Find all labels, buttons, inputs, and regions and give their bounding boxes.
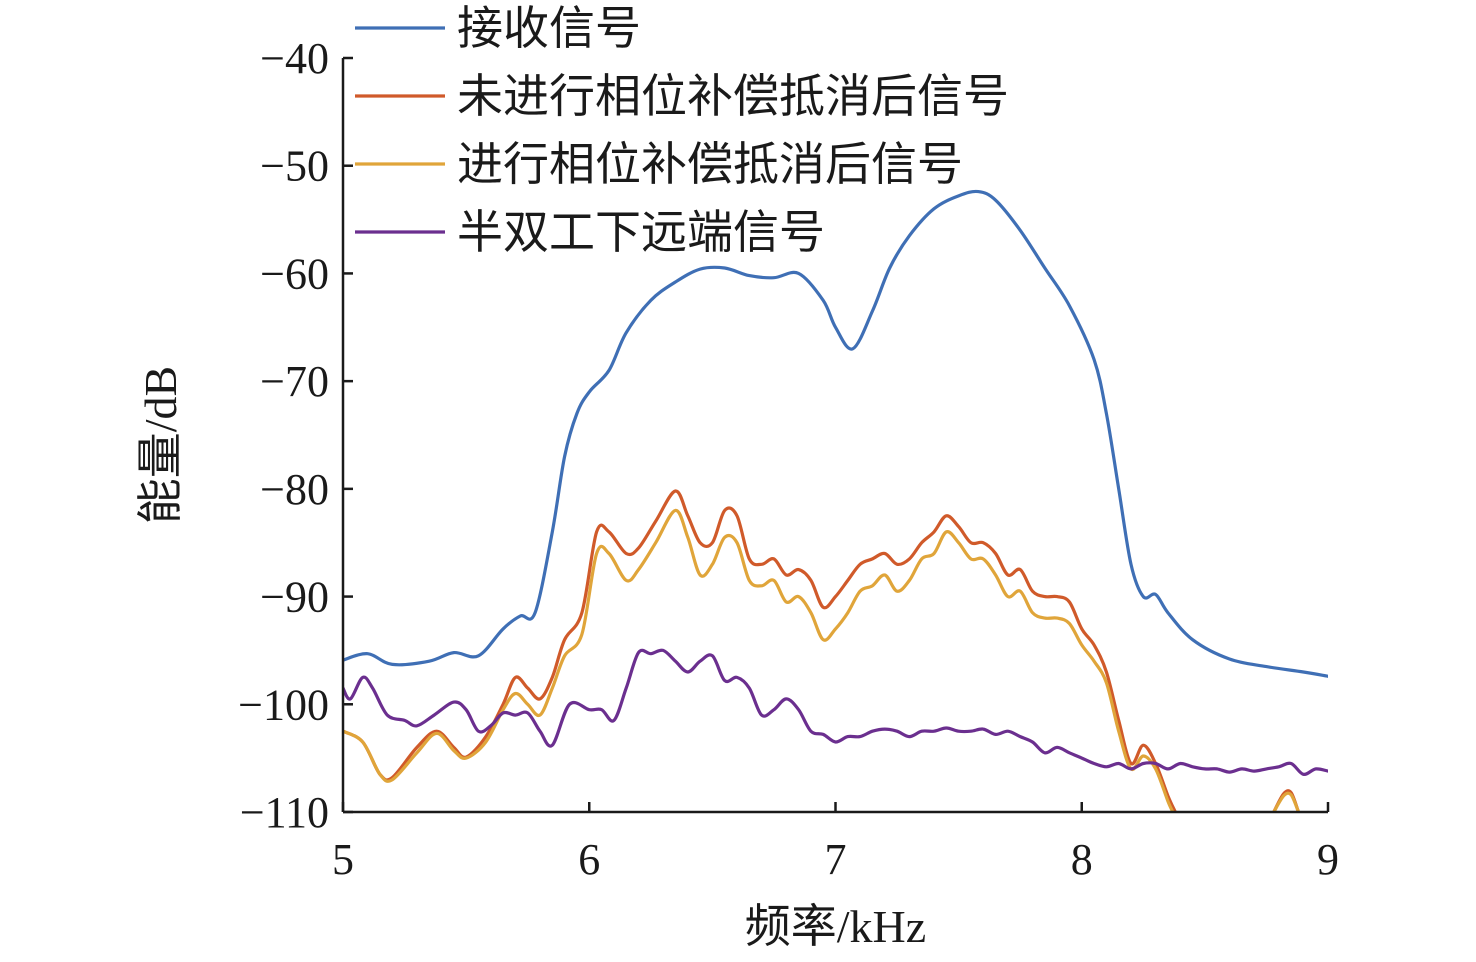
y-tick-label: −110 [240,788,329,837]
y-tick-label: −100 [238,680,329,729]
y-tick-label: −40 [260,34,329,83]
x-tick-label: 9 [1317,835,1339,884]
series-1 [343,189,1328,678]
y-ticks: −40 −50 −60 −70 −80 −90 −100 −110 [238,34,353,837]
series-4 [343,648,1328,776]
legend-item: 进行相位补偿抵消后信号 [355,137,963,191]
axes: −40 −50 −60 −70 −80 −90 −100 −110 5 6 7 8 9 [238,34,1339,884]
y-tick-label: −70 [260,357,329,406]
series-3 [343,508,1301,812]
legend-label: 进行相位补偿抵消后信号 [457,137,963,191]
series-line-segment [1272,791,1301,812]
legend-item: 接收信号 [355,1,641,55]
series-line [343,508,1175,812]
series-line [343,489,1177,812]
x-tick-label: 7 [825,835,847,884]
legend-label: 半双工下远端信号 [457,205,825,259]
series-line [343,648,1328,776]
x-axis-title: 频率/kHz [745,901,926,952]
series-line [343,189,1328,678]
legend-item: 半双工下远端信号 [355,205,825,259]
series-layer [343,189,1328,812]
y-tick-label: −60 [260,249,329,298]
x-tick-label: 8 [1071,835,1093,884]
x-tick-label: 6 [578,835,600,884]
y-tick-label: −50 [260,142,329,191]
legend-label: 未进行相位补偿抵消后信号 [457,69,1009,123]
y-tick-label: −80 [260,465,329,514]
x-tick-label: 5 [332,835,354,884]
x-ticks: 5 6 7 8 9 [332,802,1339,884]
y-axis-title: 能量/dB [135,366,186,524]
y-tick-label: −90 [260,573,329,622]
legend-item: 未进行相位补偿抵消后信号 [355,69,1009,123]
legend-label: 接收信号 [457,1,641,55]
